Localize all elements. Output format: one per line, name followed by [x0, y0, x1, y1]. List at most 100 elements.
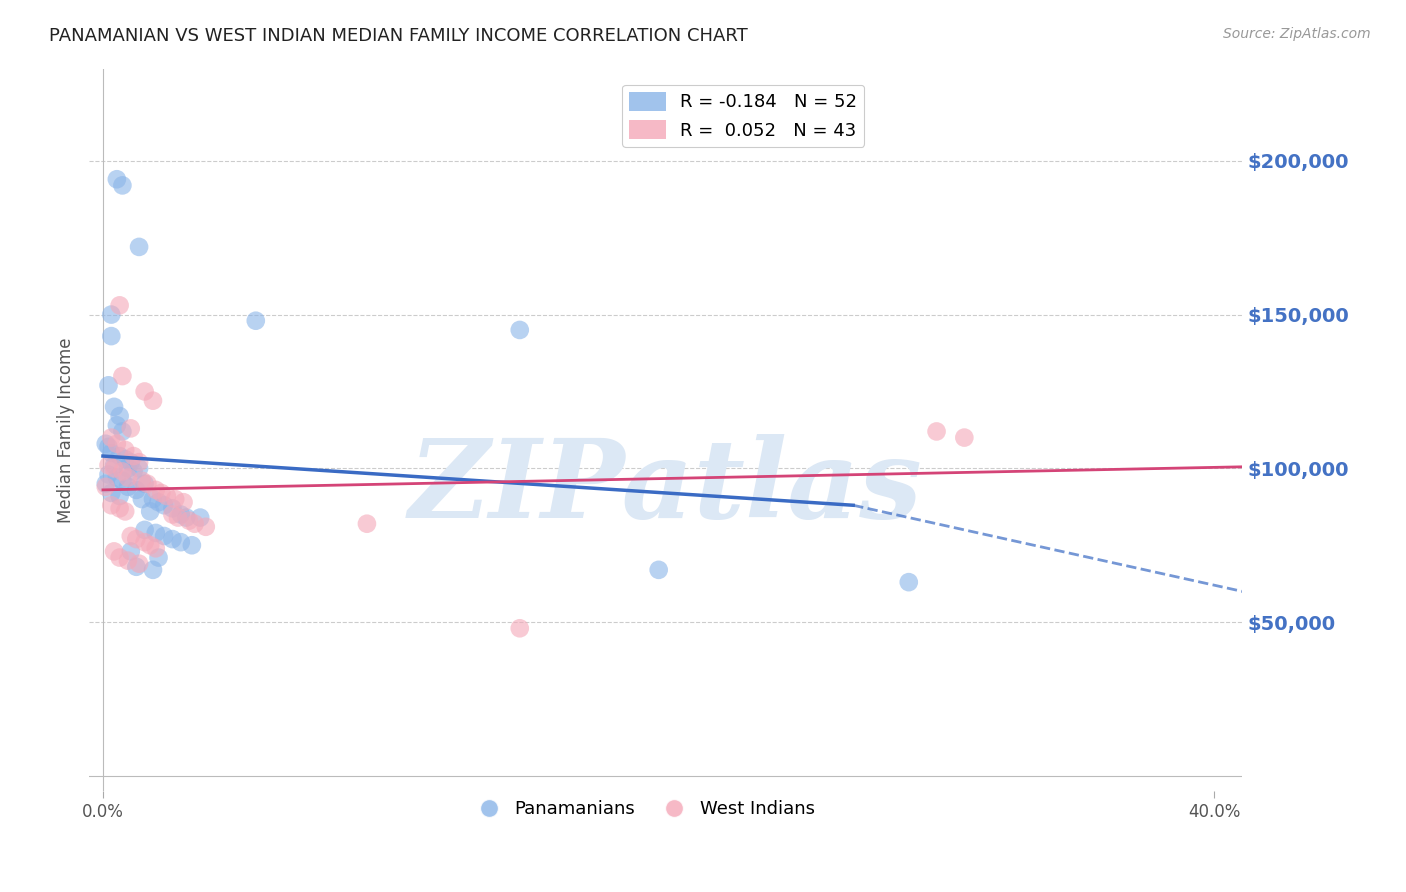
Point — [108, 409, 131, 423]
Point — [114, 442, 136, 457]
Point — [108, 550, 131, 565]
Point — [173, 495, 195, 509]
Point — [111, 369, 134, 384]
Point — [120, 421, 142, 435]
Point — [188, 510, 211, 524]
Point — [125, 483, 148, 497]
Point — [97, 378, 120, 392]
Point — [100, 329, 122, 343]
Text: Source: ZipAtlas.com: Source: ZipAtlas.com — [1223, 27, 1371, 41]
Point — [122, 465, 145, 479]
Point — [145, 525, 167, 540]
Point — [167, 510, 190, 524]
Point — [100, 446, 122, 460]
Point — [108, 298, 131, 312]
Point — [145, 483, 167, 497]
Point — [94, 480, 117, 494]
Point — [117, 470, 139, 484]
Point — [142, 492, 165, 507]
Point — [134, 535, 156, 549]
Point — [97, 458, 120, 473]
Point — [94, 436, 117, 450]
Point — [103, 400, 125, 414]
Point — [108, 489, 131, 503]
Point — [153, 529, 176, 543]
Point — [131, 492, 153, 507]
Point — [111, 465, 134, 479]
Point — [128, 455, 150, 469]
Point — [108, 449, 131, 463]
Point — [134, 384, 156, 399]
Point — [509, 323, 531, 337]
Point — [100, 431, 122, 445]
Point — [153, 498, 176, 512]
Point — [183, 516, 205, 531]
Point — [108, 501, 131, 516]
Point — [925, 425, 948, 439]
Point — [105, 172, 128, 186]
Point — [111, 425, 134, 439]
Point — [139, 504, 162, 518]
Point — [111, 178, 134, 193]
Point — [150, 486, 173, 500]
Point — [162, 501, 184, 516]
Point — [100, 308, 122, 322]
Point — [245, 314, 267, 328]
Point — [142, 393, 165, 408]
Point — [103, 461, 125, 475]
Point — [105, 436, 128, 450]
Point — [103, 458, 125, 473]
Point — [156, 489, 179, 503]
Point — [105, 470, 128, 484]
Point — [170, 508, 193, 522]
Text: ZIPatlas: ZIPatlas — [409, 434, 922, 541]
Point — [148, 550, 170, 565]
Point — [97, 467, 120, 482]
Point — [114, 504, 136, 518]
Point — [131, 474, 153, 488]
Point — [170, 535, 193, 549]
Point — [94, 476, 117, 491]
Legend: Panamanians, West Indians: Panamanians, West Indians — [464, 793, 823, 826]
Point — [117, 461, 139, 475]
Point — [117, 554, 139, 568]
Point — [162, 532, 184, 546]
Text: PANAMANIAN VS WEST INDIAN MEDIAN FAMILY INCOME CORRELATION CHART: PANAMANIAN VS WEST INDIAN MEDIAN FAMILY … — [49, 27, 748, 45]
Point — [105, 418, 128, 433]
Point — [97, 440, 120, 454]
Point — [136, 476, 159, 491]
Point — [134, 523, 156, 537]
Point — [122, 449, 145, 463]
Point — [142, 563, 165, 577]
Point — [111, 474, 134, 488]
Point — [145, 541, 167, 556]
Point — [100, 498, 122, 512]
Point — [128, 240, 150, 254]
Point — [139, 538, 162, 552]
Point — [356, 516, 378, 531]
Point — [120, 544, 142, 558]
Point — [100, 486, 122, 500]
Point — [125, 532, 148, 546]
Point — [114, 452, 136, 467]
Point — [509, 621, 531, 635]
Point — [897, 575, 920, 590]
Point — [148, 495, 170, 509]
Point — [117, 480, 139, 494]
Point — [194, 520, 217, 534]
Point — [180, 538, 202, 552]
Point — [134, 476, 156, 491]
Point — [128, 461, 150, 475]
Point — [177, 514, 200, 528]
Point — [128, 557, 150, 571]
Point — [103, 544, 125, 558]
Y-axis label: Median Family Income: Median Family Income — [58, 337, 75, 523]
Point — [176, 510, 198, 524]
Point — [120, 455, 142, 469]
Point — [953, 431, 976, 445]
Point — [647, 563, 669, 577]
Point — [162, 508, 184, 522]
Point — [120, 529, 142, 543]
Point — [165, 492, 187, 507]
Point — [125, 559, 148, 574]
